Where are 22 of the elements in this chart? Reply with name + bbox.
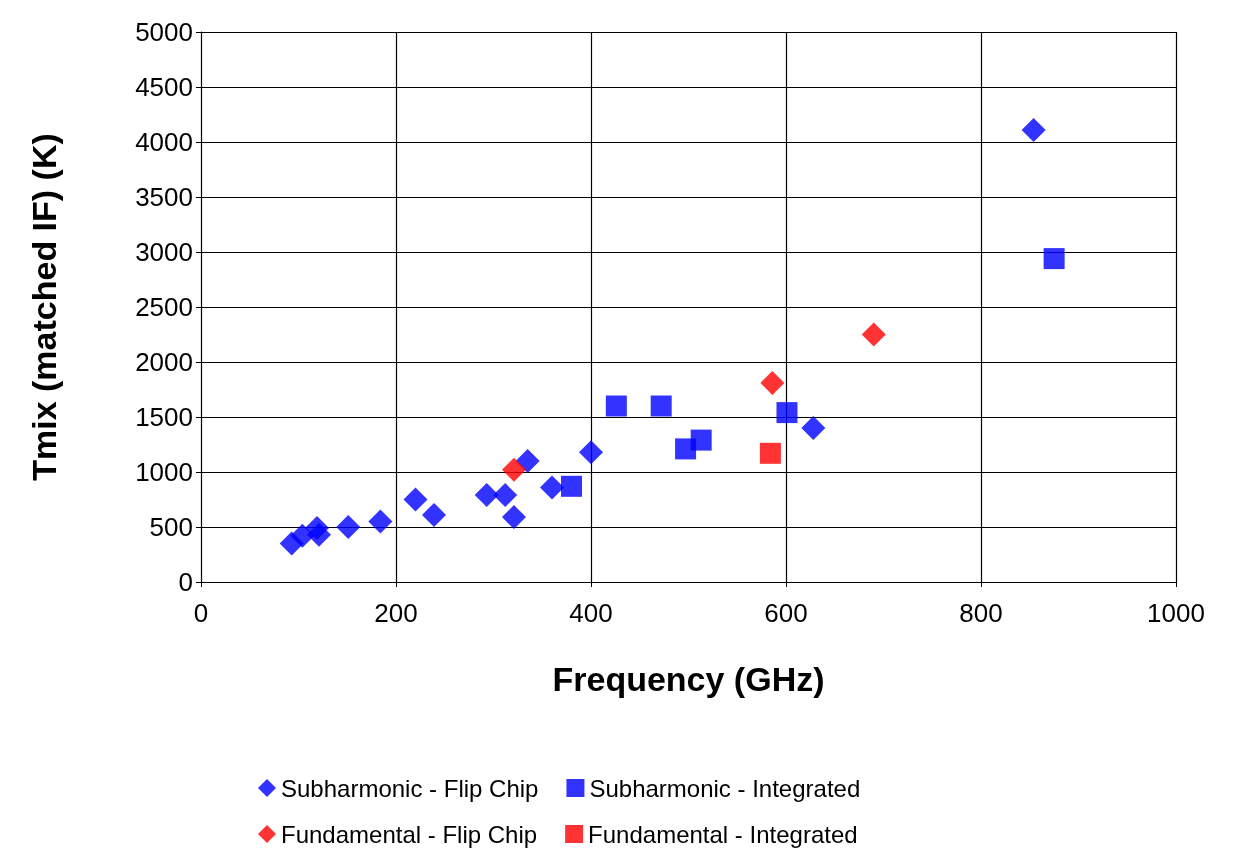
y-tick-label: 1000 [135, 457, 193, 487]
y-tick-label: 5000 [135, 17, 193, 47]
y-tick-label: 1500 [135, 402, 193, 432]
y-tick-label: 0 [178, 567, 193, 597]
legend-label: Fundamental - Flip Chip [281, 820, 538, 848]
y-tick-label: 4500 [135, 72, 193, 102]
y-tick-label: 4000 [135, 127, 193, 157]
y-tick-label: 3000 [135, 237, 193, 267]
y-tick-label: 3500 [135, 182, 193, 212]
x-tick-label: 400 [569, 598, 613, 628]
x-tick-label: 800 [959, 598, 1003, 628]
x-tick-label: 1000 [1147, 598, 1205, 628]
legend-label: Subharmonic - Integrated [589, 774, 861, 802]
x-axis-title: Frequency (GHz) [552, 660, 825, 698]
y-axis-title: Tmix (matched IF) (K) [25, 133, 63, 481]
y-tick-label: 500 [149, 512, 193, 542]
y-tick-label: 2000 [135, 347, 193, 377]
y-tick-label: 2500 [135, 292, 193, 322]
legend-label: Fundamental - Integrated [588, 820, 858, 848]
legend-label: Subharmonic - Flip Chip [281, 774, 539, 802]
x-tick-label: 600 [764, 598, 808, 628]
x-tick-label: 200 [374, 598, 418, 628]
